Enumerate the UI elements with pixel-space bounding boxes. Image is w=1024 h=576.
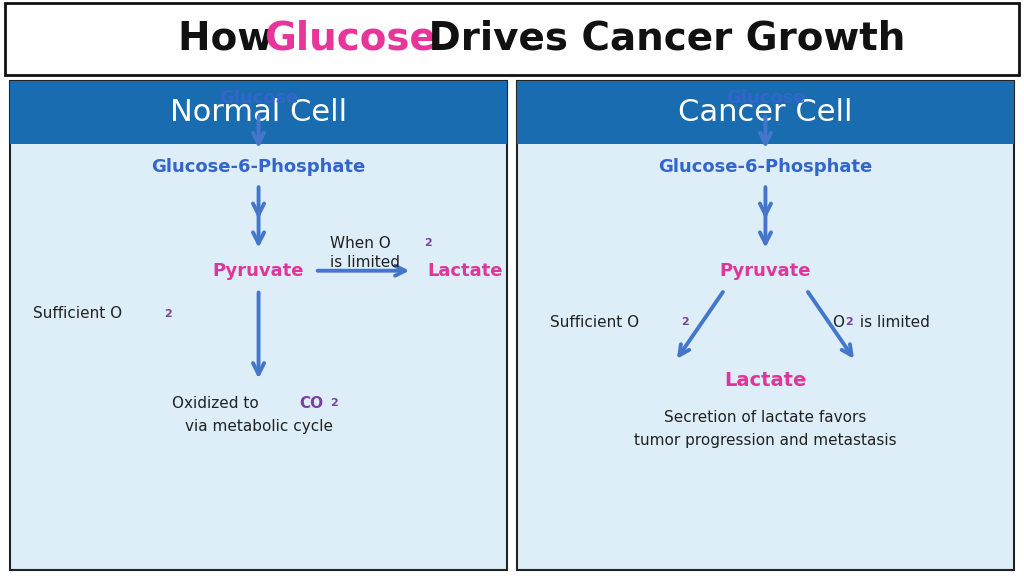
Text: Lactate: Lactate	[724, 371, 807, 389]
Text: is limited: is limited	[854, 315, 930, 330]
Text: Lactate: Lactate	[428, 262, 503, 280]
Text: When O: When O	[330, 236, 391, 251]
Text: Oxidized to: Oxidized to	[171, 396, 263, 411]
Text: is limited: is limited	[330, 255, 400, 270]
Text: Sufficient O: Sufficient O	[551, 315, 640, 330]
Text: Glucose: Glucose	[264, 20, 436, 58]
Text: 2: 2	[682, 317, 689, 327]
Text: O: O	[831, 315, 844, 330]
Text: Sufficient O: Sufficient O	[33, 306, 123, 321]
Text: Glucose-6-Phosphate: Glucose-6-Phosphate	[152, 158, 366, 176]
Text: Glucose: Glucose	[219, 89, 298, 107]
Bar	[517, 81, 1014, 570]
Text: tumor progression and metastasis: tumor progression and metastasis	[634, 433, 897, 448]
Text: Glucose-6-Phosphate: Glucose-6-Phosphate	[658, 158, 872, 176]
Text: Secretion of lactate favors: Secretion of lactate favors	[665, 410, 866, 425]
Text: CO: CO	[299, 396, 324, 411]
Text: 2: 2	[424, 238, 432, 248]
Text: Glucose: Glucose	[726, 89, 805, 107]
Bar	[10, 81, 507, 570]
Text: How: How	[178, 20, 287, 58]
Text: 2: 2	[164, 309, 172, 319]
Text: Pyruvate: Pyruvate	[720, 262, 811, 280]
Text: Cancer Cell: Cancer Cell	[678, 98, 853, 127]
Text: via metabolic cycle: via metabolic cycle	[184, 419, 333, 434]
Bar	[10, 81, 507, 144]
Text: Drives Cancer Growth: Drives Cancer Growth	[415, 20, 905, 58]
Bar	[517, 81, 1014, 144]
Text: Normal Cell: Normal Cell	[170, 98, 347, 127]
Bar	[5, 3, 1019, 75]
Text: Pyruvate: Pyruvate	[213, 262, 304, 280]
Text: 2: 2	[330, 398, 338, 408]
Text: 2: 2	[846, 317, 853, 327]
